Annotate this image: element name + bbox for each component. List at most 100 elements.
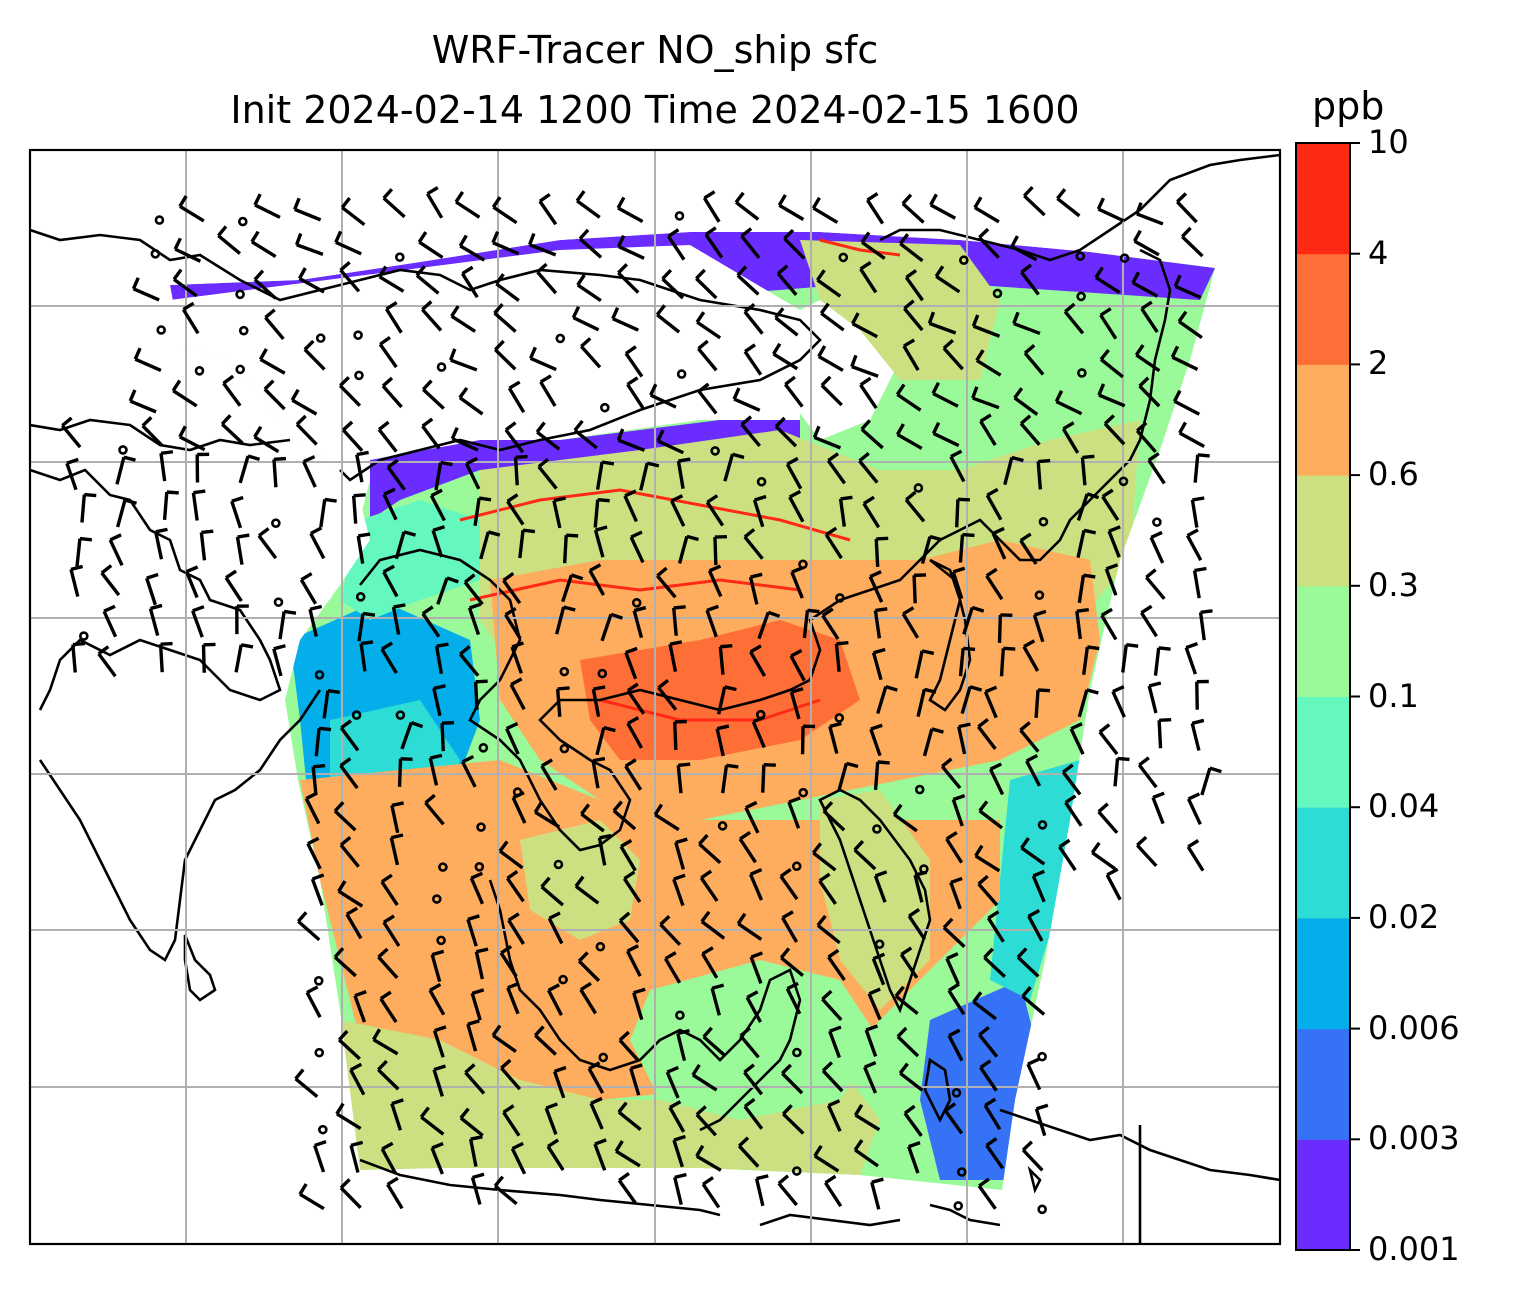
wind-barb xyxy=(902,338,920,372)
wind-barb xyxy=(466,914,480,947)
wind-barb xyxy=(1063,302,1085,335)
calm-wind-marker xyxy=(1037,1204,1047,1215)
wind-barb xyxy=(617,234,645,260)
wind-barb xyxy=(338,376,362,407)
wind-barb xyxy=(748,572,763,605)
wind-barb xyxy=(1023,344,1045,376)
calm-wind-marker xyxy=(674,211,685,221)
wind-barb xyxy=(931,421,960,448)
calm-wind-marker xyxy=(438,862,448,872)
wind-barb xyxy=(851,312,879,339)
wind-barb xyxy=(854,1103,881,1132)
calm-wind-marker xyxy=(834,713,845,723)
wind-barbs xyxy=(60,185,1222,1215)
wind-barb xyxy=(983,1097,1002,1131)
colorbar-segment xyxy=(1296,807,1350,919)
wind-barb xyxy=(860,231,886,260)
wind-barb xyxy=(787,796,801,829)
wind-barb xyxy=(892,803,918,833)
wind-barb xyxy=(622,870,642,903)
wind-barb xyxy=(723,452,745,482)
wind-barb xyxy=(511,791,527,824)
wind-barb xyxy=(294,1068,319,1098)
wind-barb xyxy=(695,268,718,300)
wind-barb xyxy=(377,420,398,453)
calm-wind-marker xyxy=(118,445,128,455)
map-title-line2: Init 2024-02-14 1200 Time 2024-02-15 160… xyxy=(230,88,1080,132)
wind-barb xyxy=(734,191,760,221)
wind-barb xyxy=(382,188,406,219)
wind-barb xyxy=(978,1026,999,1058)
wind-barb xyxy=(278,609,297,640)
wind-barb xyxy=(178,195,205,223)
wind-barb xyxy=(985,1137,1005,1170)
wind-barb xyxy=(951,566,966,600)
wind-barb xyxy=(985,567,1004,601)
wind-barb xyxy=(954,497,970,528)
wind-barb xyxy=(783,228,806,260)
calm-wind-marker xyxy=(798,787,809,798)
wind-barb xyxy=(983,685,998,719)
wind-barb xyxy=(617,1171,637,1205)
wind-barb xyxy=(985,487,1003,521)
wind-barb xyxy=(513,454,528,486)
wind-barb xyxy=(339,261,361,293)
wind-barb xyxy=(1022,185,1046,217)
wind-barb xyxy=(1193,453,1210,483)
wind-barb xyxy=(824,526,843,560)
wind-barb xyxy=(870,1177,884,1210)
colorbar-segment xyxy=(1296,143,1350,255)
wind-barb xyxy=(788,489,805,523)
wind-barb xyxy=(1076,492,1100,521)
wind-barb xyxy=(382,487,398,521)
wind-barb xyxy=(473,679,488,710)
wind-barb xyxy=(632,605,647,639)
wind-barb xyxy=(743,528,764,560)
wind-barb xyxy=(154,527,168,560)
wind-barb xyxy=(698,833,722,865)
wind-barb xyxy=(1025,754,1042,787)
wind-barb xyxy=(782,1104,805,1135)
wind-barb xyxy=(1105,867,1122,901)
wind-barb xyxy=(942,917,966,948)
wind-barb xyxy=(922,727,944,757)
wind-barb xyxy=(997,613,1013,643)
wind-barb xyxy=(978,227,1000,259)
colorbar-segment xyxy=(1296,1139,1350,1251)
wind-barb xyxy=(744,800,760,834)
wind-barb xyxy=(672,605,686,636)
wind-barb xyxy=(1184,642,1199,675)
colorbar-tick-label: 0.04 xyxy=(1368,787,1440,826)
wind-barb xyxy=(464,456,481,490)
wind-barb xyxy=(588,563,606,596)
wind-barb xyxy=(1022,639,1040,672)
calm-wind-marker xyxy=(598,1052,609,1063)
map-frame xyxy=(28,148,1282,1246)
wind-barb xyxy=(69,564,84,597)
wind-barb xyxy=(777,1174,798,1207)
wind-barb xyxy=(253,193,281,219)
colorbar-segment xyxy=(1296,1028,1350,1140)
wind-barb xyxy=(534,1025,557,1056)
wind-barb xyxy=(337,880,364,908)
wind-barb xyxy=(184,565,199,599)
wind-barb xyxy=(834,640,849,672)
wind-barb xyxy=(1104,563,1119,596)
wind-barb xyxy=(945,831,964,864)
wind-barb xyxy=(518,528,536,559)
wind-barb xyxy=(977,874,999,907)
wind-barb xyxy=(720,763,739,794)
wind-barb xyxy=(528,346,557,372)
wind-barb xyxy=(498,840,524,870)
wind-barb xyxy=(903,1104,923,1137)
wind-barb xyxy=(1061,421,1080,454)
wind-barb xyxy=(701,946,719,979)
wind-barb xyxy=(1178,421,1205,448)
wind-barb xyxy=(859,376,878,410)
wind-barb xyxy=(450,427,479,452)
wind-barb xyxy=(1100,607,1118,641)
wind-barb xyxy=(102,604,118,638)
colorbar-tick-label: 10 xyxy=(1368,123,1409,161)
wind-barb xyxy=(595,725,616,756)
wind-barb xyxy=(991,526,1007,560)
